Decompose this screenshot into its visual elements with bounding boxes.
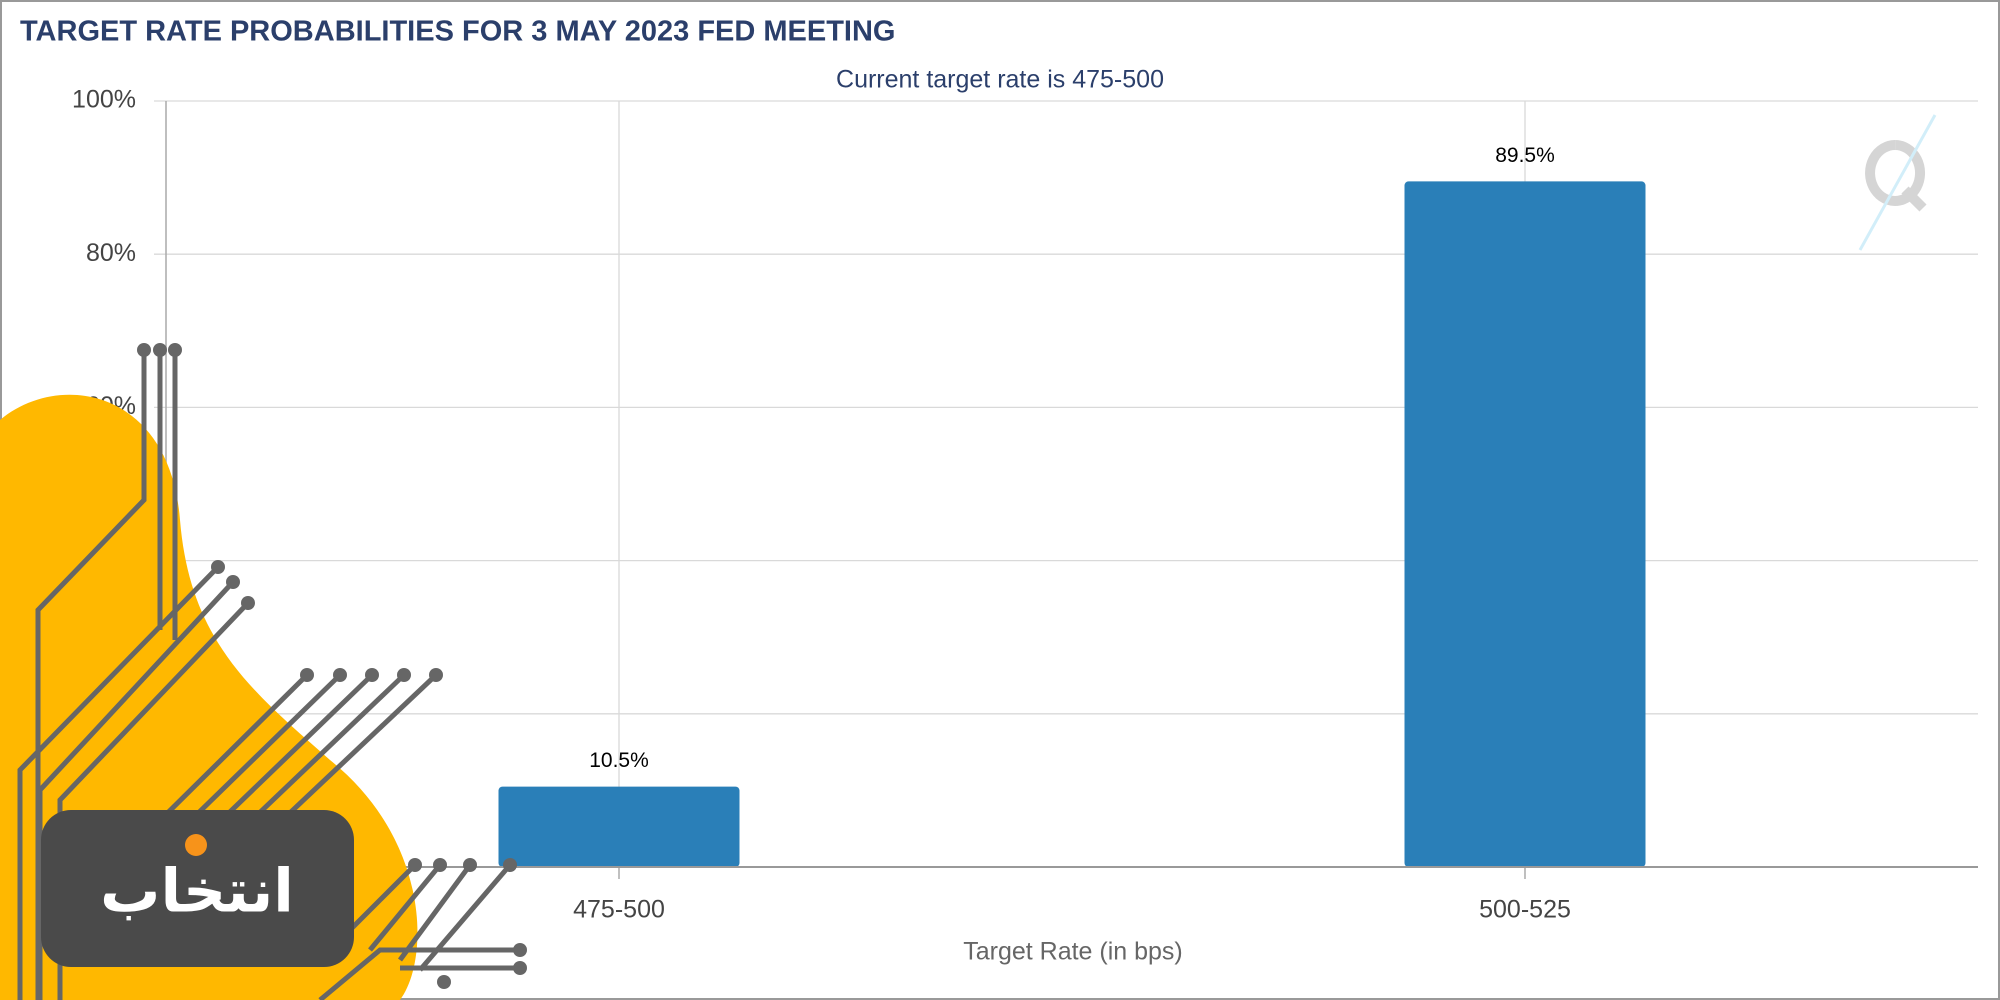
x-axis-label: Target Rate (in bps) bbox=[963, 938, 1183, 966]
logo-text: انتخاب bbox=[100, 857, 294, 927]
value-label: 10.5% bbox=[589, 749, 649, 772]
chart-subtitle: Current target rate is 475-500 bbox=[836, 66, 1164, 94]
logo-coin bbox=[185, 834, 207, 856]
bar bbox=[1404, 181, 1646, 867]
chart-title: TARGET RATE PROBABILITIES FOR 3 MAY 2023… bbox=[20, 16, 896, 48]
y-tick-label: 100% bbox=[72, 86, 136, 114]
value-label: 89.5% bbox=[1495, 144, 1555, 167]
y-tick-label: 80% bbox=[86, 239, 136, 267]
circuit-dots bbox=[137, 343, 527, 989]
bar bbox=[498, 786, 740, 867]
x-tick-label: 475-500 bbox=[573, 896, 665, 924]
plot-area: 0%20%40%60%80%100%10.5%475-50089.5%500-5… bbox=[72, 86, 1978, 924]
watermark bbox=[1858, 114, 1937, 251]
logo-overlay: انتخاب bbox=[0, 343, 527, 1000]
logo-badge bbox=[41, 810, 354, 967]
x-tick-label: 500-525 bbox=[1479, 896, 1571, 924]
